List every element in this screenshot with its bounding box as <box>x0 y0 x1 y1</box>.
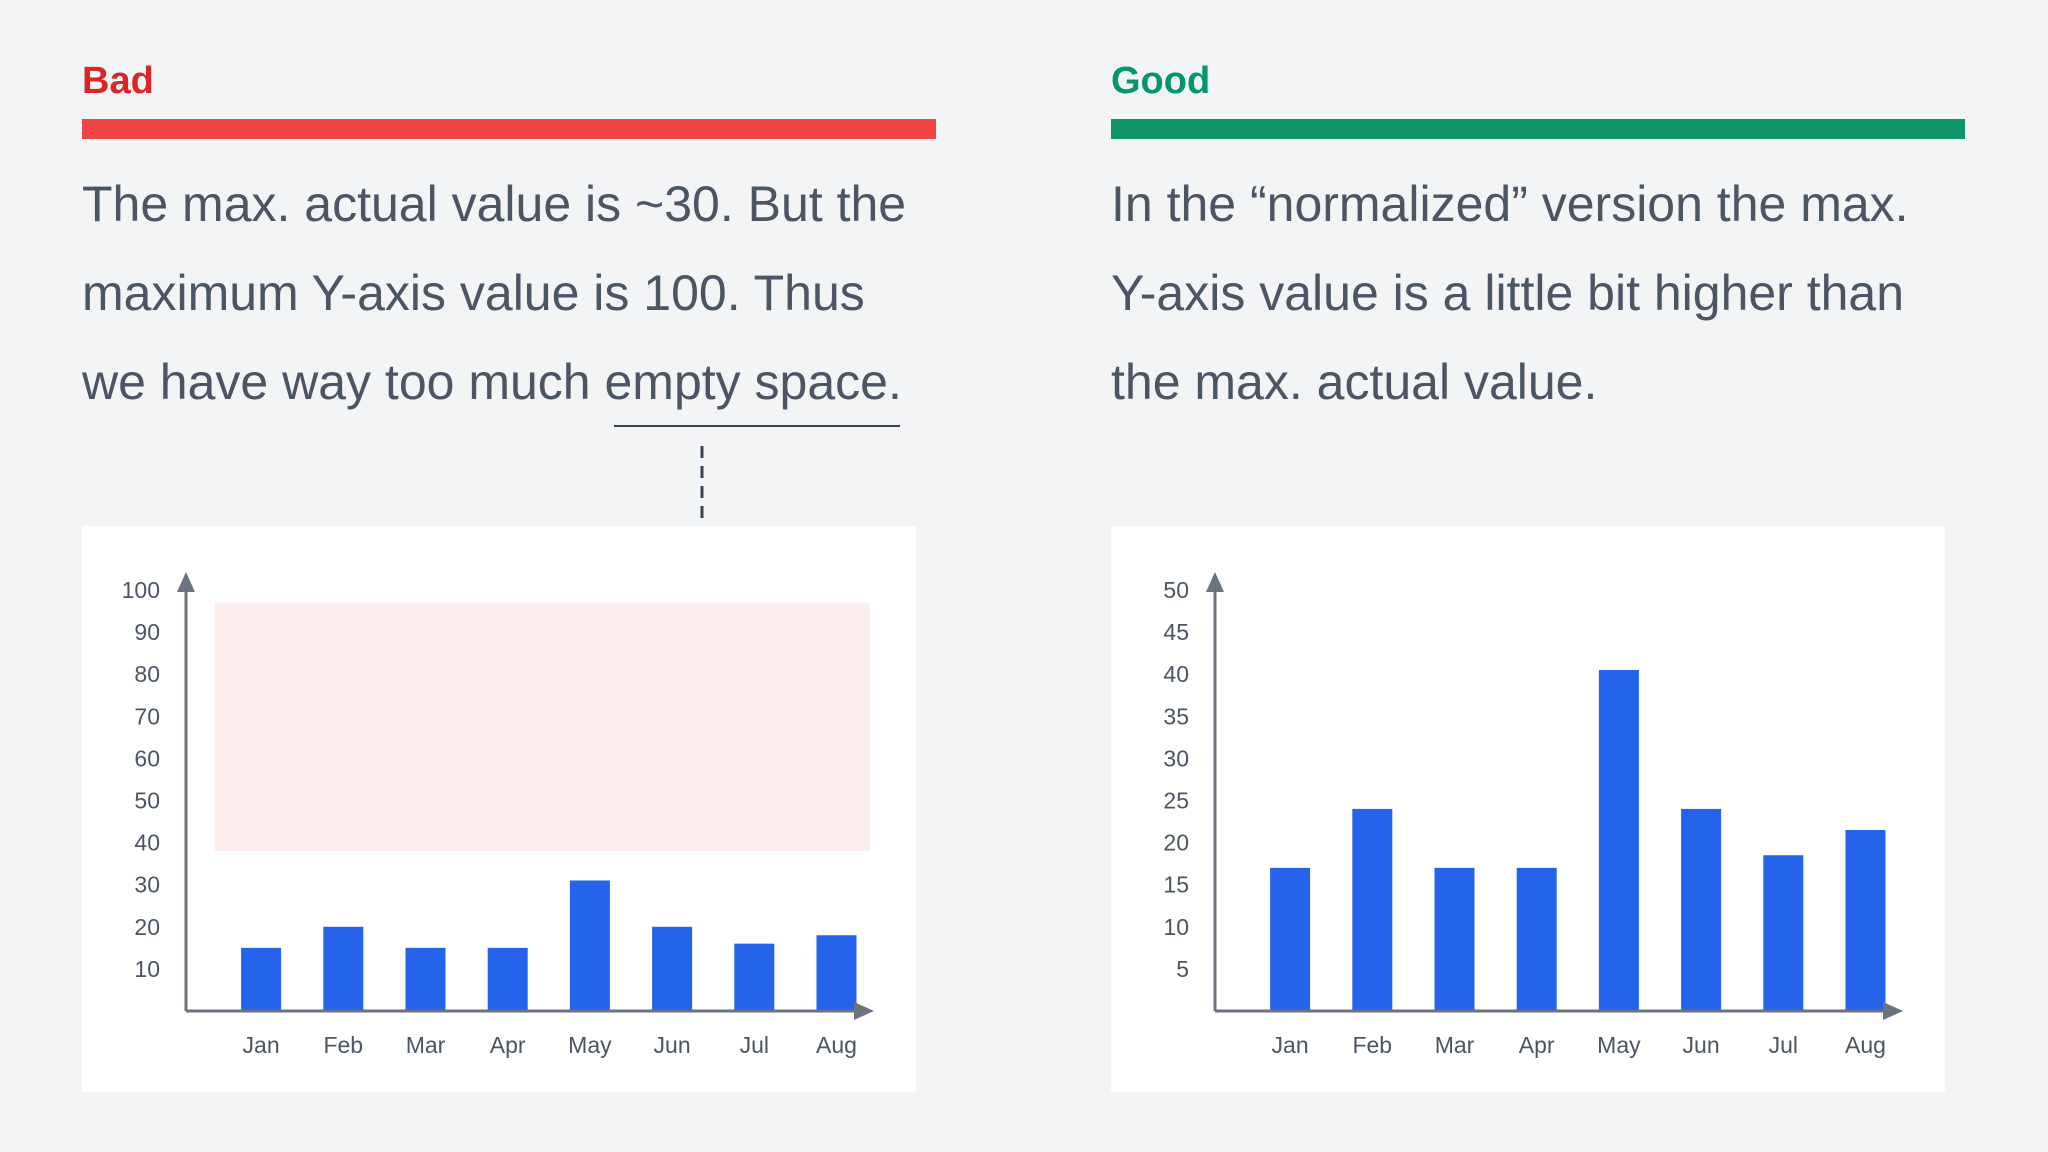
good-y-tick-20: 20 <box>1163 830 1189 856</box>
good-bar-may <box>1598 669 1639 1011</box>
bad-y-tick-100: 100 <box>122 577 160 603</box>
bad-description: The max. actual value is ~30. But the ma… <box>82 160 936 427</box>
good-panel: Good In the “normalized” version the max… <box>1111 0 1965 1152</box>
bad-chart-card: 10 20 30 40 50 60 70 80 90 100 Jan Feb Mar Apr May Jun J… <box>82 526 916 1092</box>
bad-empty-space-highlight <box>215 602 870 852</box>
bad-panel: Bad The max. actual value is ~30. But th… <box>82 0 936 1152</box>
good-y-tick-45: 45 <box>1163 619 1189 645</box>
bad-y-tick-70: 70 <box>134 703 160 729</box>
good-bar-jun <box>1681 808 1722 1011</box>
bad-y-tick-40: 40 <box>134 830 160 856</box>
bad-bar-chart: 10 20 30 40 50 60 70 80 90 100 Jan Feb Mar Apr May Jun J… <box>122 572 874 1058</box>
bad-x-tick-may: May <box>568 1032 612 1058</box>
good-y-tick-25: 25 <box>1163 788 1189 814</box>
bad-heading: Bad <box>82 60 154 102</box>
bad-y-tick-60: 60 <box>134 745 160 771</box>
bad-y-tick-10: 10 <box>134 956 160 982</box>
bad-line-3: we have way too much empty space. <box>82 354 902 410</box>
bad-y-axis-arrow-icon <box>177 572 195 592</box>
good-bar-aug <box>1845 829 1886 1011</box>
good-line-2: Y-axis value is a little bit higher than <box>1111 265 1905 321</box>
good-y-tick-35: 35 <box>1163 703 1189 729</box>
bad-x-tick-jan: Jan <box>243 1032 280 1058</box>
good-y-tick-10: 10 <box>1163 914 1189 940</box>
good-y-axis-arrow-icon <box>1206 572 1224 592</box>
good-x-tick-may: May <box>1597 1032 1641 1058</box>
good-x-tick-feb: Feb <box>1352 1032 1392 1058</box>
good-rule <box>1111 119 1965 139</box>
good-x-tick-jun: Jun <box>1683 1032 1720 1058</box>
bad-line-2: maximum Y-axis value is 100. Thus <box>82 265 865 321</box>
good-x-tick-jul: Jul <box>1769 1032 1798 1058</box>
good-bar-chart: 5 10 15 20 25 30 35 40 45 50 Jan Feb Mar Apr May Jun Jul… <box>1163 572 1903 1058</box>
bad-x-tick-feb: Feb <box>323 1032 363 1058</box>
good-chart-card: 5 10 15 20 25 30 35 40 45 50 Jan Feb Mar Apr May Jun Jul… <box>1111 526 1945 1092</box>
bad-y-tick-30: 30 <box>134 872 160 898</box>
bad-bar-jan <box>241 947 282 1011</box>
bad-bar-apr <box>487 947 528 1011</box>
good-y-tick-15: 15 <box>1163 872 1189 898</box>
good-x-tick-jan: Jan <box>1272 1032 1309 1058</box>
empty-space-underline <box>614 425 900 427</box>
bad-x-tick-aug: Aug <box>816 1032 857 1058</box>
good-x-axis-arrow-icon <box>1883 1002 1903 1020</box>
good-x-tick-apr: Apr <box>1519 1032 1555 1058</box>
good-bar-jul <box>1763 855 1804 1011</box>
bad-bar-jul <box>734 943 775 1011</box>
bad-bar-may <box>569 880 610 1011</box>
good-y-tick-40: 40 <box>1163 661 1189 687</box>
good-description: In the “normalized” version the max. Y-a… <box>1111 160 1965 427</box>
bad-bar-mar <box>405 947 446 1011</box>
bad-x-tick-apr: Apr <box>490 1032 526 1058</box>
bad-bar-aug <box>816 935 857 1011</box>
good-bar-mar <box>1434 867 1475 1011</box>
good-y-tick-5: 5 <box>1176 956 1189 982</box>
good-heading: Good <box>1111 60 1211 102</box>
bad-y-tick-20: 20 <box>134 914 160 940</box>
bad-line-1: The max. actual value is ~30. But the <box>82 176 907 232</box>
bad-x-axis-arrow-icon <box>854 1002 874 1020</box>
bad-y-tick-80: 80 <box>134 661 160 687</box>
good-x-tick-mar: Mar <box>1435 1032 1475 1058</box>
bad-bar-feb <box>323 926 364 1011</box>
good-line-1: In the “normalized” version the max. <box>1111 176 1909 232</box>
bad-x-tick-jun: Jun <box>654 1032 691 1058</box>
good-bar-jan <box>1270 867 1311 1011</box>
bad-bar-jun <box>652 926 693 1011</box>
bad-x-tick-jul: Jul <box>740 1032 769 1058</box>
good-y-tick-50: 50 <box>1163 577 1189 603</box>
good-line-3: the max. actual value. <box>1111 354 1598 410</box>
bad-x-tick-mar: Mar <box>406 1032 446 1058</box>
good-x-tick-aug: Aug <box>1845 1032 1886 1058</box>
bad-y-tick-90: 90 <box>134 619 160 645</box>
bad-y-tick-50: 50 <box>134 788 160 814</box>
bad-rule <box>82 119 936 139</box>
good-y-tick-30: 30 <box>1163 745 1189 771</box>
good-bar-feb <box>1352 808 1393 1011</box>
good-bar-apr <box>1516 867 1557 1011</box>
